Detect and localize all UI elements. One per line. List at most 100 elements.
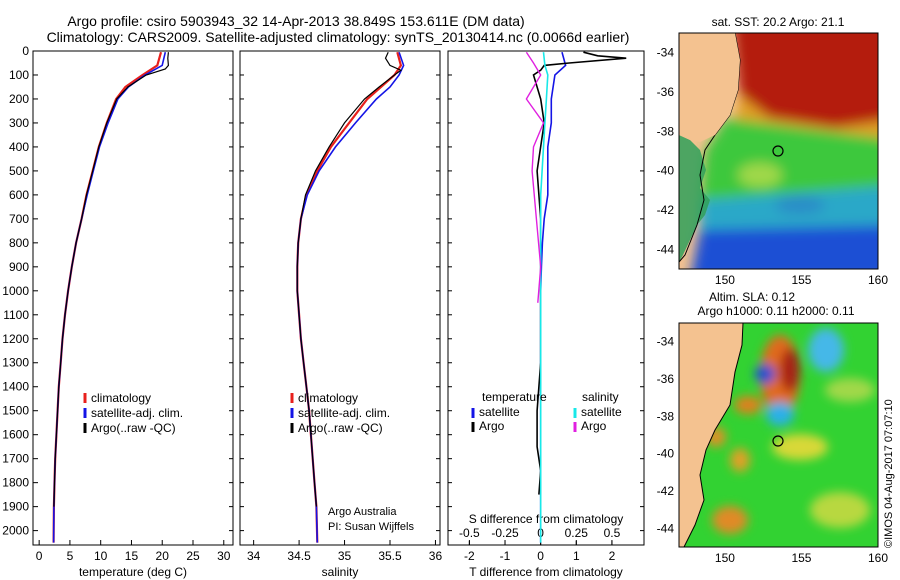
sdiff-satellite-line (539, 52, 549, 543)
sla-argo-marker (772, 435, 784, 447)
salinity-legend-label: satellite-adj. clim. (298, 406, 390, 420)
temperature-tick-label: 5 (67, 549, 74, 563)
sla-map-lon-tick-label: 155 (791, 551, 811, 565)
salinity-tick-label: 35.5 (378, 549, 402, 563)
salinity-legend-label: climatology (298, 391, 358, 405)
sla-map-lat-tick-label: -34 (657, 335, 675, 349)
tdiff-tick-label: 1 (573, 549, 580, 563)
pi-label: PI: Susan Wijffels (328, 521, 414, 533)
sst-argo-marker (772, 145, 784, 157)
depth-tick-label: 1800 (2, 476, 29, 490)
diff-legend-header-salinity: salinity (582, 390, 619, 404)
sla-map-lat-tick-label: -44 (657, 521, 675, 535)
sdiff-argo-line (525, 51, 545, 303)
depth-tick-label: 500 (9, 164, 29, 178)
sst-map-lon-tick-label: 155 (791, 273, 811, 287)
temperature-tick-label: 20 (156, 549, 170, 563)
temperature-axis-label: temperature (deg C) (79, 565, 187, 579)
tdiff-axis-label: T difference from climatology (469, 565, 623, 579)
figure-subtitle: Climatology: CARS2009. Satellite-adjuste… (47, 29, 630, 45)
figure-title: Argo profile: csiro 5903943_32 14-Apr-20… (67, 13, 524, 29)
depth-tick-label: 900 (9, 260, 29, 274)
sdiff-tick-label: 0.25 (565, 526, 589, 540)
sla-map-lon-tick-label: 160 (868, 551, 888, 565)
salinity-plot-frame (239, 50, 441, 546)
depth-tick-label: 1300 (2, 356, 29, 370)
sst-map-lat-tick-label: -44 (657, 242, 675, 256)
sla-map-title-line1: Altim. SLA: 0.12 (709, 290, 795, 304)
salinity-axis-label: salinity (322, 565, 359, 579)
diff-legend-label: Argo (479, 419, 505, 433)
depth-tick-label: 0 (22, 44, 29, 58)
temperature-legend-label: climatology (91, 391, 151, 405)
tdiff-tick-label: 0 (537, 549, 544, 563)
sla-map-lat-tick-label: -36 (657, 372, 675, 386)
sst-land-shelf (679, 33, 741, 263)
sla-map (678, 322, 879, 548)
tdiff-tick-label: -2 (464, 549, 475, 563)
tdiff-argo-line (532, 51, 627, 495)
sla-map-lon-tick-label: 150 (715, 551, 735, 565)
sla-map-lat-tick-label: -40 (657, 447, 675, 461)
sdiff-tick-label: -0.5 (459, 526, 480, 540)
depth-tick-label: 1600 (2, 428, 29, 442)
temperature-plot-frame (32, 50, 234, 546)
diff-legend-label: satellite (581, 405, 622, 419)
difference-plot-frame (447, 50, 645, 546)
sst-map-lat-tick-label: -40 (657, 164, 675, 178)
depth-tick-label: 2000 (2, 524, 29, 538)
sst-map (678, 32, 879, 270)
depth-tick-label: 1700 (2, 452, 29, 466)
temperature-tick-label: 25 (186, 549, 200, 563)
sst-map-lat-tick-label: -38 (657, 124, 675, 138)
temperature-argo-line (53, 52, 170, 507)
sla-map-title-line2: Argo h1000: 0.11 h2000: 0.11 (697, 304, 854, 318)
depth-tick-label: 800 (9, 236, 29, 250)
depth-tick-label: 1100 (3, 308, 29, 322)
sst-map-lon-tick-label: 160 (868, 273, 888, 287)
depth-tick-label: 300 (9, 116, 29, 130)
sst-map-title: sat. SST: 20.2 Argo: 21.1 (712, 15, 845, 29)
diff-legend-label: satellite (479, 405, 520, 419)
sla-map-lat-tick-label: -42 (657, 484, 675, 498)
sla-coastline (683, 323, 744, 547)
sdiff-tick-label: 0.5 (604, 526, 621, 540)
imos-credit: ©IMOS 04-Aug-2017 07:07:10 (883, 399, 895, 548)
sdiff-tick-label: -0.25 (491, 526, 519, 540)
salinity-tick-label: 35 (338, 549, 352, 563)
salinity-tick-label: 34 (247, 549, 261, 563)
tdiff-tick-label: -1 (500, 549, 511, 563)
depth-tick-label: 1200 (2, 332, 29, 346)
depth-tick-label: 600 (9, 188, 29, 202)
temperature-legend-label: satellite-adj. clim. (91, 406, 183, 420)
temperature-tick-label: 15 (125, 549, 139, 563)
salinity-tick-label: 34.5 (287, 549, 311, 563)
depth-tick-label: 200 (9, 92, 29, 106)
sst-coastline (679, 135, 710, 269)
salinity-tick-label: 36 (429, 549, 443, 563)
sla-map-lat-tick-label: -38 (657, 409, 675, 423)
depth-tick-label: 100 (9, 68, 29, 82)
depth-tick-label: 1400 (2, 380, 29, 394)
depth-tick-label: 1900 (2, 500, 29, 514)
sst-map-lat-tick-label: -42 (657, 203, 675, 217)
depth-tick-label: 700 (9, 212, 29, 226)
depth-tick-label: 400 (9, 140, 29, 154)
diff-legend-header-temperature: temperature (482, 390, 547, 404)
depth-tick-label: 1500 (2, 404, 29, 418)
temperature-legend-label: Argo(..raw -QC) (91, 421, 176, 435)
temperature-tick-label: 10 (94, 549, 108, 563)
diff-legend-label: Argo (581, 419, 607, 433)
argo-australia-label: Argo Australia (328, 506, 397, 518)
salinity-legend-label: Argo(..raw -QC) (298, 421, 383, 435)
sst-map-lat-tick-label: -36 (657, 85, 675, 99)
sdiff-axis-label: S difference from climatology (469, 512, 624, 526)
sst-map-lat-tick-label: -34 (657, 46, 675, 60)
temperature-tick-label: 30 (217, 549, 231, 563)
salinity-argo-line (296, 51, 403, 507)
sst-map-lon-tick-label: 150 (715, 273, 735, 287)
depth-tick-label: 1000 (2, 284, 29, 298)
tdiff-tick-label: 2 (609, 549, 616, 563)
temperature-tick-label: 0 (36, 549, 43, 563)
